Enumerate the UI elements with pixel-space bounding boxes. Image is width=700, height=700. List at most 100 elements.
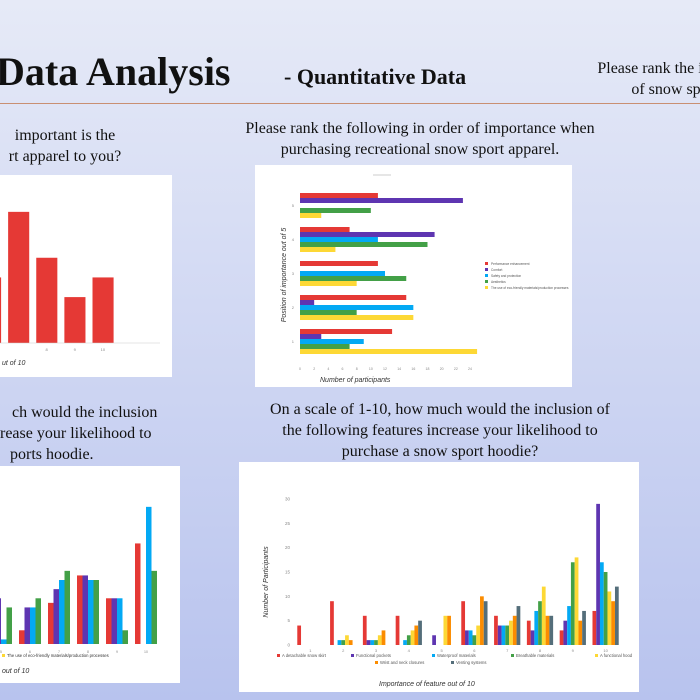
- legend-label: The use of eco-friendly materials/produc…: [491, 286, 569, 290]
- x-tick-label: 18: [426, 367, 430, 371]
- x-tick-label: 22: [454, 367, 458, 371]
- question-2: Please rank the following in order of im…: [195, 118, 645, 160]
- x-axis-label: Importance of feature out of 10: [379, 681, 475, 688]
- legend-label: Safety and protection: [491, 274, 521, 278]
- bar-6: [0, 277, 2, 343]
- legend-swatch: [595, 654, 598, 657]
- bar-8-s2: [88, 580, 94, 644]
- bar-10-s0: [135, 543, 141, 644]
- bar-6-s2: [30, 607, 36, 644]
- bar-7-s4: [509, 620, 513, 645]
- bar-9-s5: [578, 620, 583, 645]
- legend-label: Performance enhancement: [491, 262, 530, 266]
- chart-2-panel: 5 4 3 2 1 0 2 4 6 8 10 12 14 16 18 20 22 24 Position of im…: [255, 165, 572, 387]
- legend-swatch: [485, 262, 488, 265]
- x-tick-label: 12: [383, 367, 387, 371]
- legend-swatch: [485, 286, 488, 289]
- bar-8-s0: [77, 575, 83, 644]
- bar-4-s3: [300, 242, 428, 247]
- bar-2-s3: [341, 640, 346, 645]
- x-tick-label: 10: [101, 347, 106, 352]
- bar-3-s2: [300, 271, 385, 276]
- bar-9: [64, 297, 86, 343]
- y-axis-label: Number of Participants: [263, 546, 270, 618]
- legend-label: Wrist and neck closures: [380, 660, 424, 665]
- bar-10-s2: [146, 506, 152, 644]
- chart-1: 8 9 10 ut of 10: [0, 211, 160, 367]
- question-1: important is the rt apparel to you?: [0, 125, 140, 167]
- y-tick-label: 0: [287, 643, 290, 648]
- bar-10-s1: [596, 503, 600, 645]
- bar-6-s4: [476, 625, 481, 645]
- x-tick-label: 10: [369, 367, 373, 371]
- bar-6-s5: [480, 596, 484, 645]
- bar-7-s1: [53, 589, 59, 644]
- bar-5-s1: [300, 198, 463, 203]
- bar-9-s3: [570, 562, 575, 645]
- bar-10-s0: [592, 610, 597, 645]
- x-tick-label: 4: [408, 648, 411, 653]
- bar-3-s2: [370, 640, 375, 645]
- question-1-line2: rt apparel to you?: [8, 148, 122, 165]
- question-3-line1: ch would the inclusion: [12, 404, 158, 421]
- bar-1-s4: [300, 349, 478, 354]
- bar-9-s4: [574, 557, 579, 645]
- legend-swatch: [375, 661, 378, 664]
- legend-label: Venting systems: [456, 660, 487, 665]
- x-tick-label: 9: [116, 650, 118, 654]
- bar-8-s2: [534, 610, 539, 645]
- bar-6-s6: [483, 601, 488, 645]
- bar-8-s4: [541, 586, 546, 645]
- bar-1-s0: [300, 329, 393, 334]
- bar-2-s0: [330, 601, 334, 645]
- bar-8-s6: [549, 615, 554, 645]
- x-tick-label: 3: [375, 648, 378, 653]
- chart-3-panel: 5 6 7 8 9 10 The use of eco-friendly materials…: [0, 466, 180, 683]
- bar-4-s0: [300, 227, 350, 232]
- y-tick-label: 10: [285, 594, 291, 599]
- y-tick-label: 20: [285, 545, 291, 550]
- bar-4-s4: [410, 630, 415, 645]
- bar-9-s0: [106, 598, 112, 644]
- bar-9-s2: [567, 606, 571, 645]
- question-2-line1: Please rank the following in order of im…: [245, 120, 595, 137]
- bar-8-s3: [538, 601, 542, 645]
- question-4-line2: the following features increase your lik…: [282, 422, 598, 439]
- x-tick-label: 9: [572, 648, 575, 653]
- x-tick-label: 1: [309, 648, 312, 653]
- x-tick-label: 24: [468, 367, 472, 371]
- bar-3-s3: [300, 276, 407, 281]
- y-tick-label: 2: [292, 305, 295, 310]
- x-tick-label: 2: [313, 367, 315, 371]
- bar-6-s0: [461, 601, 466, 645]
- bar-6-s1: [24, 607, 30, 644]
- bar-6-s2: [468, 630, 473, 645]
- bar-4-s4: [300, 247, 336, 252]
- y-axis-label: Position of importance out of 5: [281, 228, 288, 323]
- bar-10: [92, 277, 114, 343]
- question-4-line3: purchase a snow sport hoodie?: [341, 443, 539, 460]
- bar-5-s1: [0, 598, 1, 644]
- question-4-line1: On a scale of 1-10, how much would the i…: [270, 401, 610, 418]
- bar-2-s2: [337, 640, 342, 645]
- bar-7-s0: [48, 602, 54, 644]
- bar-2-s3: [300, 310, 357, 315]
- y-tick-label: 25: [285, 521, 291, 526]
- bar-3-s3: [374, 640, 378, 645]
- y-tick-label: 5: [287, 618, 290, 623]
- question-4: On a scale of 1-10, how much would the i…: [215, 399, 665, 462]
- x-tick-label: 0: [299, 367, 301, 371]
- bar-8-s1: [530, 630, 535, 645]
- x-tick-label: 5: [440, 648, 443, 653]
- y-tick-label: 15: [285, 570, 291, 575]
- bar-6-s0: [19, 630, 25, 644]
- bar-5-s2: [1, 639, 7, 644]
- bar-2-s4: [345, 635, 349, 645]
- y-tick-label: 1: [292, 339, 295, 344]
- bar-4-s2: [300, 237, 378, 242]
- bar-10-s2: [599, 562, 604, 645]
- bar-8: [36, 257, 58, 343]
- bar-5-s0: [300, 193, 378, 198]
- bar-4-s3: [406, 635, 411, 645]
- bar-3-s5: [381, 630, 386, 645]
